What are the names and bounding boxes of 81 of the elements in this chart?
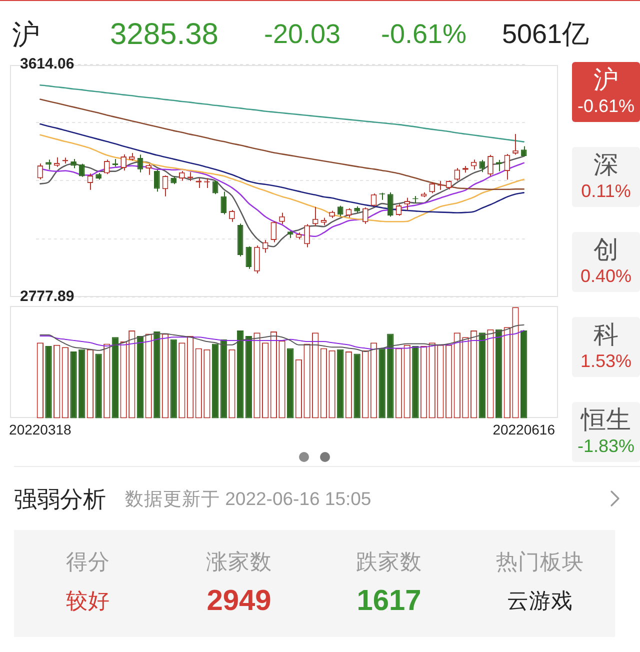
bar (212, 344, 219, 418)
candlestick (137, 154, 144, 173)
line-series (40, 134, 524, 222)
text: 恒生 (581, 405, 631, 435)
candlestick (404, 197, 410, 211)
bar (236, 330, 244, 418)
text: 云游戏 (507, 588, 573, 614)
text: 深 (594, 150, 618, 180)
bar (170, 339, 177, 418)
bar (478, 332, 486, 418)
y-tick-label: 2777.89 (20, 288, 74, 306)
text: -0.61% (577, 96, 635, 116)
bar (95, 354, 102, 418)
text: 较好 (66, 588, 110, 614)
candlestick (120, 154, 126, 171)
bar (354, 354, 360, 418)
bar (45, 346, 52, 418)
candlestick (254, 245, 260, 274)
bar (412, 346, 419, 418)
y-tick-label: 3614.06 (20, 56, 74, 73)
text: 3285.38 (110, 16, 218, 52)
text: 1617 (356, 584, 422, 618)
candlestick (488, 154, 494, 177)
text: 沪 (594, 65, 618, 95)
text: 5061亿 (502, 18, 590, 50)
text: 热门板块 (496, 550, 584, 574)
text: 得分 (66, 550, 110, 574)
bar (337, 349, 344, 418)
text: 强弱分析 (14, 486, 106, 512)
bar (520, 330, 528, 418)
bar (112, 337, 119, 418)
bar (287, 348, 294, 418)
text: -0.61% (381, 18, 467, 50)
text: 跌家数 (356, 550, 422, 574)
text: 0.11% (581, 180, 631, 202)
candlestick (470, 159, 477, 170)
bar (136, 336, 144, 418)
candlestick (279, 212, 285, 225)
bar (378, 348, 386, 418)
text: -1.83% (577, 436, 635, 456)
candlestick (104, 159, 110, 175)
bar (495, 329, 502, 418)
candlestick (78, 163, 85, 178)
x-tick-label: 20220616 (492, 421, 556, 438)
bar (220, 339, 227, 418)
candlestick (70, 158, 76, 169)
line-series (40, 84, 524, 142)
line-series (40, 98, 524, 190)
candlestick (246, 246, 252, 270)
candlestick (362, 206, 368, 224)
text: -20.03 (264, 18, 341, 50)
text: 1.53% (580, 350, 632, 372)
bar (154, 332, 160, 418)
candlestick (370, 193, 377, 207)
candlestick (262, 239, 268, 254)
text: 2949 (206, 584, 272, 618)
bar (70, 352, 77, 418)
text: 0.40% (580, 266, 632, 286)
candlestick (454, 167, 460, 182)
candlestick (304, 224, 310, 248)
candlestick (146, 164, 152, 176)
text: 科 (594, 320, 618, 350)
text: 创 (594, 235, 618, 265)
candlestick (46, 159, 52, 170)
text: 沪 (12, 18, 40, 50)
x-tick-label: 20220318 (9, 421, 72, 438)
candlestick (387, 192, 394, 218)
candlestick (270, 220, 277, 243)
candlestick (312, 206, 318, 227)
text: 数据更新于 2022-06-16 15:05 (125, 488, 372, 510)
candlestick (520, 146, 527, 158)
candlestick (212, 180, 218, 195)
candlestick (154, 169, 160, 192)
bar (245, 336, 252, 418)
bar (78, 349, 86, 418)
text: 涨家数 (206, 550, 272, 574)
candlestick (512, 134, 518, 156)
candlestick (504, 154, 510, 180)
candlestick (220, 191, 227, 215)
candlestick (162, 174, 168, 197)
bar (387, 334, 394, 418)
